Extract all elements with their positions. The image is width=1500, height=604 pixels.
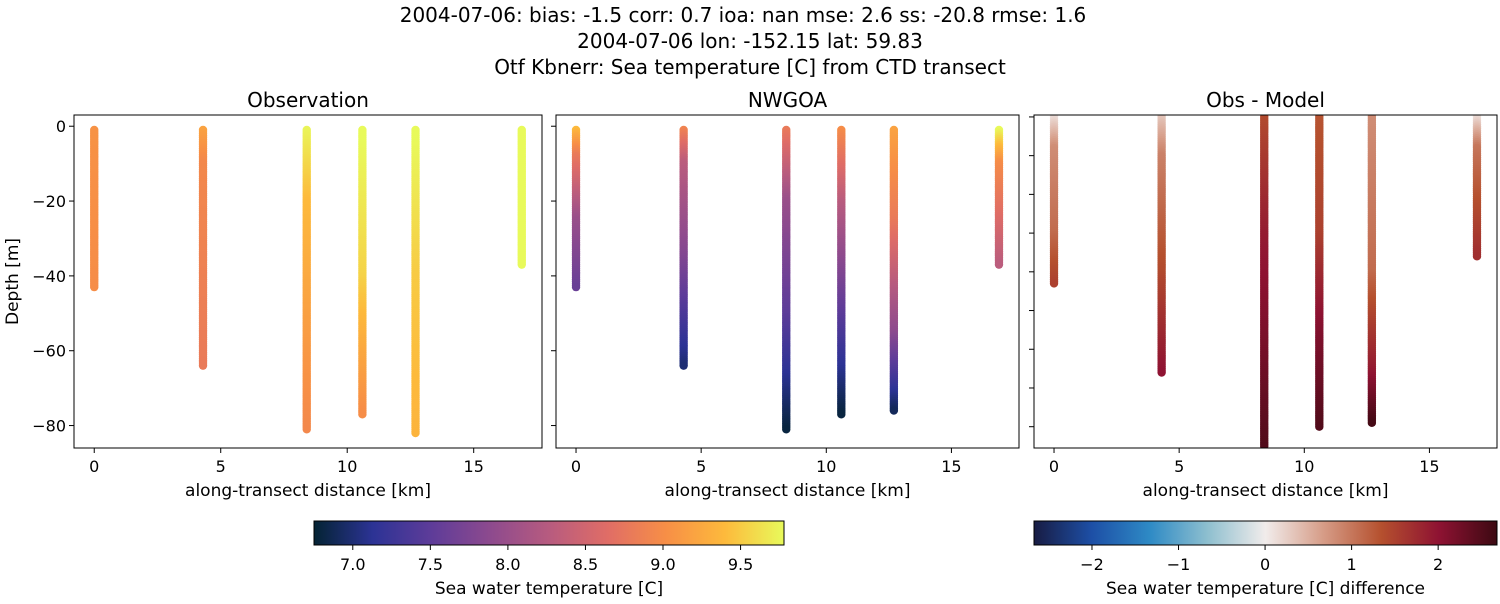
x-axis-label: along-transect distance [km] [1143, 481, 1389, 501]
colorbar-tick-label: 1 [1347, 555, 1357, 574]
data-point [1049, 279, 1059, 288]
colorbar-temperature: 7.0 7.5 8.0 8.5 9.0 9.5 Sea water temperature … [313, 520, 785, 599]
data-point [1260, 441, 1269, 448]
colorbar-tick-label: 7.5 [418, 555, 443, 574]
y-tick-label: −80 [32, 417, 66, 436]
profile-1 [679, 125, 688, 370]
x-tick-label: 5 [216, 457, 226, 476]
y-tick-label: −40 [32, 267, 66, 286]
panel-nwgoa: NWGOA 0 5 10 15 along-transect distance [km] [551, 88, 1020, 501]
data-point [837, 410, 846, 419]
colorbar-tick-label: 0 [1260, 555, 1270, 574]
profile-5 [1472, 115, 1482, 261]
profile-3 [358, 125, 367, 419]
x-tick-label: 10 [1294, 457, 1314, 476]
data-point [302, 425, 311, 434]
data-point [1157, 368, 1166, 377]
profile-4 [411, 125, 420, 438]
colorbar-tick-label: −2 [1080, 555, 1104, 574]
axes-frame [555, 114, 1020, 449]
profile-1 [1157, 115, 1166, 377]
profile-2 [782, 125, 791, 434]
profile-3 [837, 125, 846, 419]
profile-0 [571, 125, 581, 292]
data-point [517, 260, 526, 269]
colorbar-tick-label: 7.0 [340, 555, 365, 574]
colorbar-gradient [313, 520, 785, 546]
profile-2 [302, 125, 311, 434]
data-point [411, 428, 420, 438]
x-tick-label: 15 [464, 457, 484, 476]
profile-4 [889, 125, 899, 415]
colorbar-tick-label: −1 [1167, 555, 1191, 574]
data-point [679, 361, 688, 370]
axes-frame [73, 114, 543, 449]
profile-4 [1367, 115, 1377, 428]
colorbar-tick-label: 2 [1433, 555, 1443, 574]
profile-1 [198, 125, 208, 370]
colorbar-tick-label: 9.0 [650, 555, 675, 574]
colorbar-gradient [1033, 520, 1498, 546]
colorbar-label: Sea water temperature [C] [435, 579, 663, 599]
axes-frame [1033, 114, 1498, 449]
x-tick-label: 0 [89, 457, 99, 476]
title-line-1: 2004-07-06: bias: -1.5 corr: 0.7 ioa: na… [400, 3, 1087, 27]
data-point [1472, 252, 1482, 261]
profile-5 [517, 125, 526, 269]
x-tick-label: 10 [816, 457, 836, 476]
colorbar-tick-label: 9.5 [728, 555, 753, 574]
x-tick-label: 0 [1049, 457, 1059, 476]
panel-observation: Observation 0 5 10 15 along-transect distance… [3, 88, 543, 501]
panel-title: Observation [247, 88, 369, 112]
x-tick-label: 15 [941, 457, 961, 476]
y-axis-label: Depth [m] [3, 238, 23, 325]
data-point [1315, 422, 1324, 431]
x-axis-label: along-transect distance [km] [665, 481, 911, 501]
data-point [782, 425, 791, 434]
colorbar-tick-label: 8.5 [573, 555, 598, 574]
x-tick-label: 15 [1419, 457, 1439, 476]
profile-3 [1315, 115, 1324, 431]
data-point [889, 406, 899, 415]
colorbar-difference: −2 −1 0 1 2 Sea water temperature [C] differe… [1033, 520, 1498, 599]
profile-0 [1049, 115, 1059, 288]
profile-5 [994, 125, 1004, 269]
title-line-2: 2004-07-06 lon: -152.15 lat: 59.83 [577, 29, 923, 53]
profile-2 [1260, 115, 1269, 448]
y-tick-label: −20 [32, 192, 66, 211]
y-tick-label: 0 [56, 117, 66, 136]
panel-title: NWGOA [748, 88, 828, 112]
x-axis-label: along-transect distance [km] [185, 481, 431, 501]
data-point [90, 282, 99, 292]
data-point [1367, 418, 1377, 428]
x-tick-label: 10 [337, 457, 357, 476]
x-tick-label: 5 [1174, 457, 1184, 476]
data-point [358, 410, 367, 419]
panel-obs-model: Obs - Model 0 5 10 15 along-transect distance… [1029, 88, 1498, 501]
x-tick-label: 5 [696, 457, 706, 476]
panel-title: Obs - Model [1206, 88, 1325, 112]
colorbar-label: Sea water temperature [C] difference [1106, 579, 1425, 599]
x-tick-label: 0 [571, 457, 581, 476]
colorbar-tick-label: 8.0 [495, 555, 520, 574]
data-point [198, 361, 208, 370]
y-tick-label: −60 [32, 342, 66, 361]
profile-0 [90, 125, 99, 292]
data-point [571, 282, 581, 292]
data-point [994, 260, 1004, 269]
title-line-3: Otf Kbnerr: Sea temperature [C] from CTD… [494, 55, 1006, 79]
